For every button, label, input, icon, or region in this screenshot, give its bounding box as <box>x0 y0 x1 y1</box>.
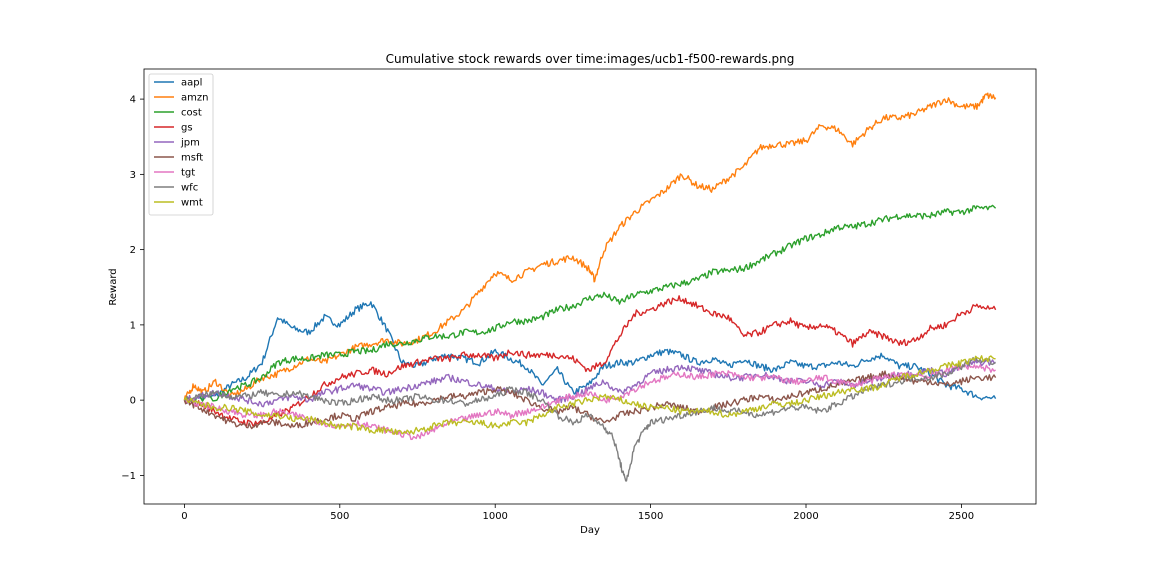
y-tick-label: 0 <box>130 396 136 407</box>
series-line-tgt <box>184 363 996 441</box>
x-tick-label: 500 <box>330 511 349 522</box>
legend-label-cost: cost <box>181 108 202 119</box>
x-tick-label: 1500 <box>638 511 663 522</box>
x-tick-label: 1000 <box>482 511 507 522</box>
legend-label-gs: gs <box>181 123 193 134</box>
x-axis-label: Day <box>580 525 600 536</box>
y-axis: −1 0 1 2 3 4 <box>121 95 144 482</box>
x-tick-label: 0 <box>181 511 187 522</box>
chart-title: Cumulative stock rewards over time:image… <box>386 52 795 66</box>
legend-label-msft: msft <box>181 153 203 164</box>
legend: aapl amzn cost gs jpm msft tgt wfc wmt <box>148 73 214 216</box>
series-line-cost <box>184 204 997 402</box>
legend-label-jpm: jpm <box>180 138 200 149</box>
series-line-gs <box>183 295 997 427</box>
x-tick-label: 2000 <box>793 511 818 522</box>
y-tick-label: 3 <box>130 170 136 181</box>
y-tick-label: 4 <box>130 95 136 106</box>
y-axis-label: Reward <box>108 268 119 305</box>
y-tick-label: 1 <box>130 320 136 331</box>
legend-label-amzn: amzn <box>181 93 208 104</box>
x-axis: 0 500 1000 1500 2000 2500 <box>181 504 974 522</box>
legend-label-tgt: tgt <box>181 168 195 179</box>
legend-label-wfc: wfc <box>181 183 198 194</box>
series-lines <box>183 92 997 482</box>
series-line-wmt <box>183 355 996 436</box>
series-line-amzn <box>183 92 997 401</box>
y-tick-label: 2 <box>130 245 136 256</box>
x-tick-label: 2500 <box>949 511 974 522</box>
legend-label-aapl: aapl <box>181 78 202 89</box>
legend-label-wmt: wmt <box>181 198 203 209</box>
legend-box <box>148 73 214 216</box>
y-tick-label: −1 <box>121 471 136 482</box>
series-line-wfc <box>184 356 996 482</box>
plot-frame <box>143 68 1037 505</box>
series-line-aapl <box>183 301 997 404</box>
